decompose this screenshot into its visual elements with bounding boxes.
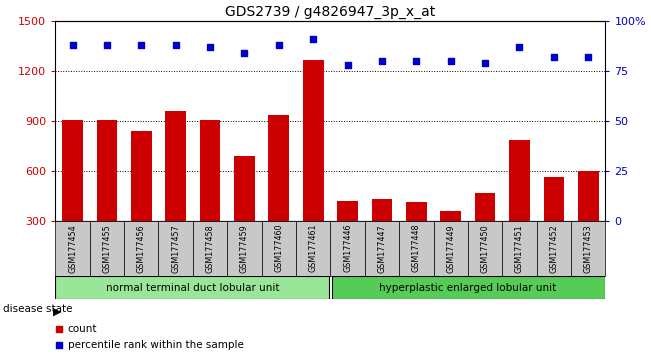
Bar	[193, 221, 227, 276]
Point	[205, 44, 215, 50]
Bar	[268, 115, 289, 221]
Bar	[303, 61, 324, 221]
Point	[308, 36, 318, 42]
Bar	[440, 211, 461, 221]
Bar	[468, 221, 503, 276]
Point	[102, 42, 112, 48]
Bar	[227, 221, 262, 276]
Title: GDS2739 / g4826947_3p_x_at: GDS2739 / g4826947_3p_x_at	[225, 5, 436, 19]
Bar	[578, 171, 598, 221]
Point	[273, 42, 284, 48]
Point	[411, 58, 422, 64]
Text: GSM177449: GSM177449	[446, 224, 455, 273]
Bar	[234, 156, 255, 221]
Bar	[296, 221, 330, 276]
Point	[377, 58, 387, 64]
Bar	[536, 221, 571, 276]
Text: GSM177453: GSM177453	[584, 224, 593, 273]
Text: GSM177461: GSM177461	[309, 224, 318, 273]
Bar	[399, 221, 434, 276]
Bar	[503, 221, 536, 276]
Text: GSM177455: GSM177455	[102, 224, 111, 273]
Point	[480, 61, 490, 66]
Text: GSM177456: GSM177456	[137, 224, 146, 273]
Point	[136, 42, 146, 48]
Bar	[165, 111, 186, 221]
Bar	[131, 131, 152, 221]
Point	[171, 42, 181, 48]
Point	[514, 44, 525, 50]
Text: GSM177452: GSM177452	[549, 224, 559, 273]
Bar	[544, 177, 564, 221]
Text: GSM177448: GSM177448	[412, 224, 421, 273]
Bar	[434, 221, 468, 276]
Text: normal terminal duct lobular unit: normal terminal duct lobular unit	[106, 282, 280, 293]
Bar	[337, 201, 358, 221]
Bar	[200, 120, 220, 221]
Text: GSM177459: GSM177459	[240, 224, 249, 273]
Text: hyperplastic enlarged lobular unit: hyperplastic enlarged lobular unit	[380, 282, 557, 293]
Bar	[372, 199, 393, 221]
Bar	[330, 221, 365, 276]
Point	[225, 282, 236, 288]
Bar	[55, 276, 329, 299]
Bar	[62, 120, 83, 221]
Bar	[96, 120, 117, 221]
Text: GSM177454: GSM177454	[68, 224, 77, 273]
Bar	[158, 221, 193, 276]
Point	[342, 62, 353, 68]
Bar	[571, 221, 605, 276]
Text: GSM177450: GSM177450	[480, 224, 490, 273]
Bar	[509, 139, 530, 221]
Point	[67, 42, 77, 48]
Text: GSM177446: GSM177446	[343, 224, 352, 273]
Text: percentile rank within the sample: percentile rank within the sample	[68, 340, 243, 350]
Bar	[124, 221, 158, 276]
Bar	[406, 202, 426, 221]
Point	[445, 58, 456, 64]
Bar	[90, 221, 124, 276]
Bar	[262, 221, 296, 276]
Text: ▶: ▶	[53, 307, 61, 317]
Bar	[475, 193, 495, 221]
Text: GSM177457: GSM177457	[171, 224, 180, 273]
Point	[583, 55, 594, 60]
Text: GSM177451: GSM177451	[515, 224, 524, 273]
Text: count: count	[68, 324, 97, 334]
Point	[239, 50, 249, 56]
Bar	[365, 221, 399, 276]
Point	[549, 55, 559, 60]
Text: GSM177460: GSM177460	[274, 224, 283, 273]
Text: GSM177447: GSM177447	[378, 224, 387, 273]
Point	[225, 141, 236, 146]
Bar	[332, 276, 605, 299]
Bar	[55, 221, 90, 276]
Text: disease state: disease state	[3, 304, 73, 314]
Text: GSM177458: GSM177458	[206, 224, 215, 273]
